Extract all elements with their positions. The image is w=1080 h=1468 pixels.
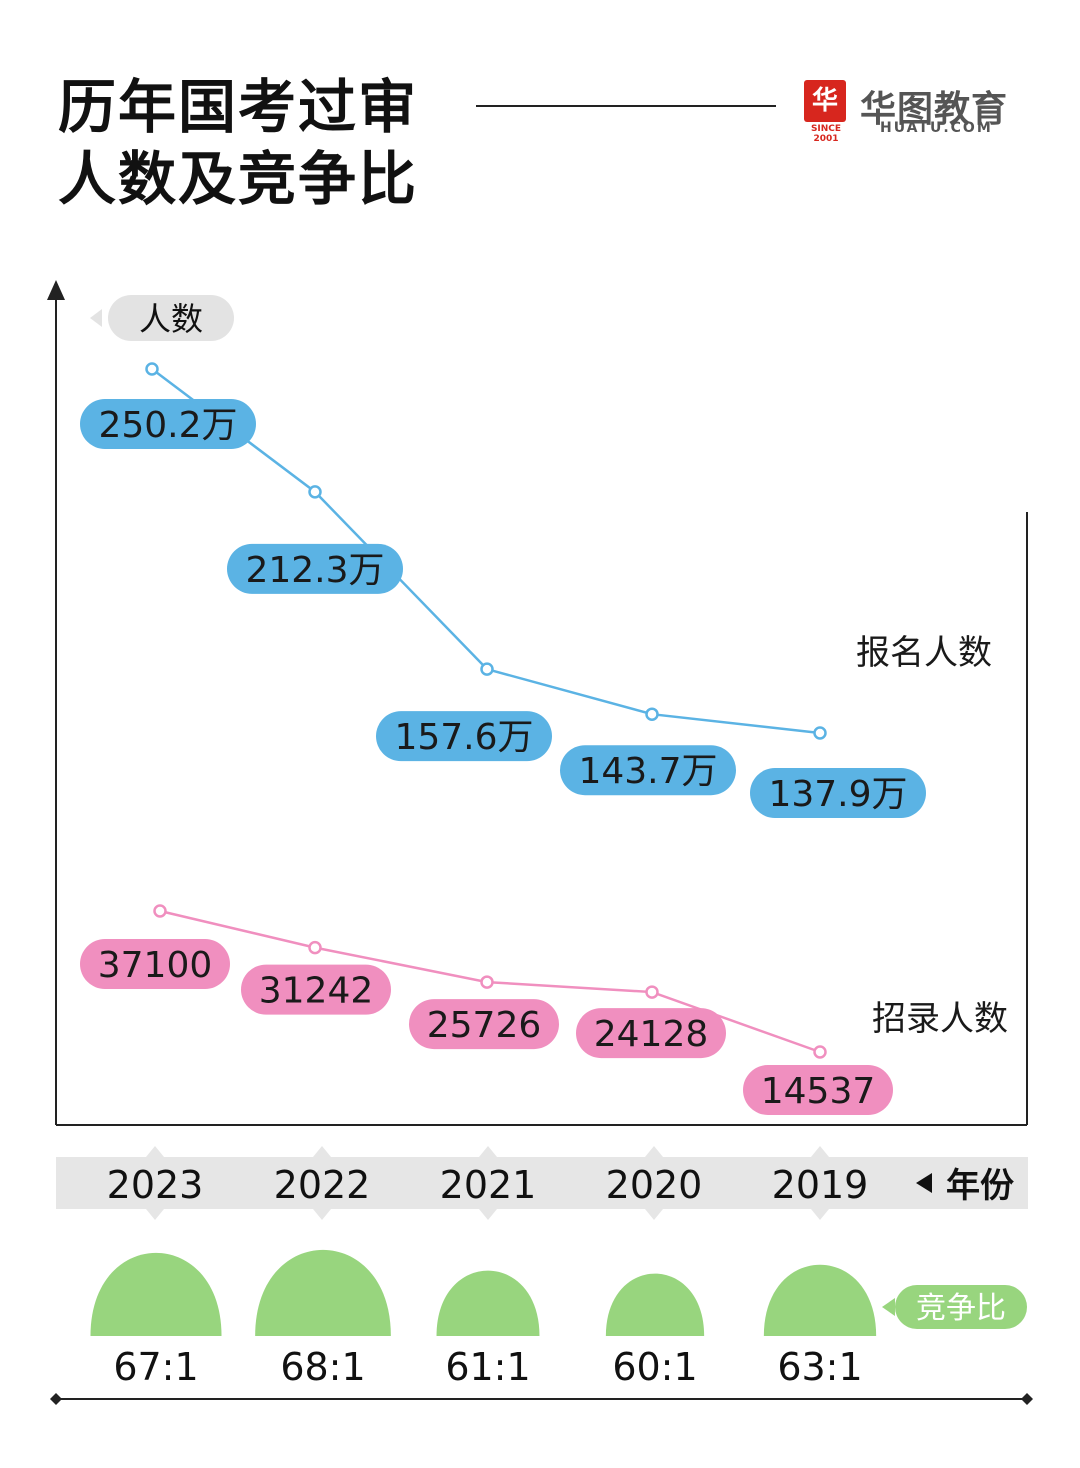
apply-label-2021: 157.6万	[394, 717, 533, 758]
apply-point-2022	[308, 485, 322, 499]
ratio-label-2021: 61:1	[445, 1345, 530, 1389]
hire-label-2023: 37100	[98, 945, 213, 986]
year-notch-top-2019	[811, 1146, 829, 1157]
hire-label-pill-2020	[576, 1008, 726, 1059]
apply-label-2022: 212.3万	[245, 550, 384, 591]
hire-label-pill-2019	[743, 1065, 893, 1115]
apply-label-pill-2020	[560, 745, 736, 796]
year-tick-2019: 2019	[772, 1163, 869, 1207]
year-notch-bottom-2022	[313, 1209, 331, 1220]
ratio-tag-pointer-icon	[882, 1298, 895, 1316]
header-divider	[476, 105, 776, 107]
apply-point-2023	[145, 362, 159, 376]
apply-label-pill-2021	[376, 711, 552, 762]
apply-point-2020	[645, 707, 659, 721]
ratio-dome-2021	[436, 1270, 540, 1336]
ratio-dome-2023	[90, 1252, 222, 1336]
x-axis-tag-label: 年份	[946, 1166, 1014, 1206]
hire-label-2021: 25726	[427, 1005, 542, 1046]
brand-name: 华图教育	[860, 89, 1009, 130]
year-band	[56, 1157, 1028, 1209]
brand-since: SINCE 2001	[810, 124, 842, 144]
hire-label-pill-2021	[409, 999, 559, 1050]
apply-label-2019: 137.9万	[768, 774, 907, 815]
year-notch-top-2022	[313, 1146, 331, 1157]
year-tick-2020: 2020	[606, 1163, 703, 1207]
y-tag-pointer-icon	[90, 309, 102, 327]
apply-point-2021	[480, 662, 494, 676]
hire-point-2022	[308, 940, 322, 955]
year-tick-2023: 2023	[107, 1163, 204, 1207]
hire-label-pill-2022	[241, 964, 391, 1015]
apply-label-2023: 250.2万	[98, 405, 237, 446]
year-notch-top-2021	[479, 1146, 497, 1157]
page-title-line-2: 人数及竞争比	[58, 145, 419, 213]
y-axis-tag-label: 人数	[139, 300, 203, 338]
ratio-dome-2019	[763, 1264, 877, 1336]
year-notch-bottom-2020	[645, 1209, 663, 1220]
apply-label-2020: 143.7万	[578, 751, 717, 792]
hire-point-2021	[480, 975, 494, 989]
brand-logo: 华 SINCE 2001 华图教育 HUATU.COM	[800, 80, 1040, 144]
ratio-label-2022: 68:1	[280, 1345, 365, 1389]
hire-label-2022: 31242	[259, 971, 374, 1012]
hire-label-2019: 14537	[761, 1071, 876, 1112]
year-tick-2021: 2021	[440, 1163, 537, 1207]
apply-label-pill-2023	[80, 399, 256, 449]
ratio-label-2019: 63:1	[777, 1345, 862, 1389]
ratio-dome-2020	[605, 1273, 705, 1336]
brand-url: HUATU.COM	[880, 120, 993, 136]
year-notch-bottom-2023	[146, 1209, 164, 1220]
year-notch-top-2020	[645, 1146, 663, 1157]
bottom-rule-left-diamond-icon	[50, 1393, 62, 1405]
ratio-dome-2022	[255, 1249, 391, 1336]
hire-label-pill-2023	[80, 939, 230, 989]
year-notch-bottom-2021	[479, 1209, 497, 1220]
ratio-label-2023: 67:1	[113, 1345, 198, 1389]
year-notch-bottom-2019	[811, 1209, 829, 1220]
apply-label-pill-2019	[750, 768, 926, 818]
apply-label-pill-2022	[227, 543, 403, 594]
year-tick-2022: 2022	[274, 1163, 371, 1207]
ratio-tag-label: 竞争比	[916, 1291, 1006, 1326]
ratio-label-2020: 60:1	[612, 1345, 697, 1389]
hire-point-2023	[153, 904, 167, 918]
year-notch-top-2023	[146, 1146, 164, 1157]
x-tag-pointer-icon	[916, 1173, 932, 1193]
page-title-line-1: 历年国考过审	[58, 73, 419, 141]
hire-point-2020	[645, 985, 659, 999]
bottom-rule-right-diamond-icon	[1021, 1393, 1033, 1405]
brand-mark-icon: 华	[804, 80, 846, 122]
y-axis-arrow-icon	[47, 280, 65, 300]
apply-point-2019	[813, 726, 827, 740]
hire-series-label: 招录人数	[872, 999, 1008, 1039]
y-axis-tag-pill	[108, 295, 234, 341]
ratio-tag-pill	[895, 1285, 1027, 1329]
hire-point-2019	[813, 1045, 827, 1059]
hire-label-2020: 24128	[594, 1014, 709, 1055]
apply-series-label: 报名人数	[856, 633, 992, 673]
